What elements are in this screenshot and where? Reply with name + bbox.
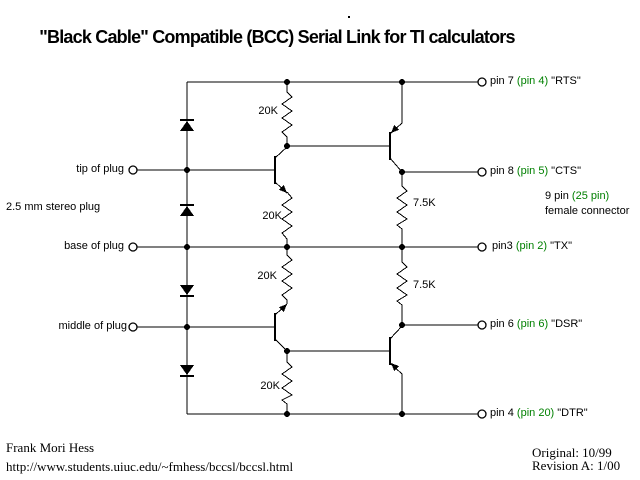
diode-3-down bbox=[180, 285, 194, 297]
pin-rts-db25: (pin 4) bbox=[516, 75, 549, 87]
label-plug-type: 2.5 mm stereo plug bbox=[6, 201, 101, 213]
connector-db9: 9 pin bbox=[545, 190, 572, 202]
label-resistor-20k-3: 20K bbox=[257, 270, 277, 282]
transistor-1-npn bbox=[274, 146, 288, 194]
resistor-20k-1 bbox=[281, 82, 293, 146]
terminal-base bbox=[128, 242, 138, 252]
resistor-20k-4 bbox=[281, 351, 293, 414]
terminal-middle bbox=[128, 322, 138, 332]
label-connector-note: 9 pin (25 pin) female connector bbox=[545, 189, 629, 219]
footer-original-date: Original: 10/99 bbox=[532, 445, 612, 460]
pin-dtr-signal: "DTR" bbox=[554, 407, 588, 419]
diode-2-up bbox=[180, 204, 194, 216]
junction-dots bbox=[184, 79, 405, 417]
pin-cts-db9: pin 8 bbox=[490, 165, 517, 177]
terminal-tip bbox=[128, 165, 138, 175]
label-pin-cts: pin 8 (pin 5) "CTS" bbox=[490, 165, 581, 178]
resistor-20k-2 bbox=[281, 191, 293, 247]
terminal-rts bbox=[477, 77, 487, 87]
label-tip-of-plug: tip of plug bbox=[76, 163, 124, 175]
label-middle-of-plug: middle of plug bbox=[58, 320, 128, 332]
terminal-tx bbox=[477, 242, 487, 252]
transistor-4-pnp bbox=[389, 325, 403, 414]
connector-db25: (25 pin) bbox=[571, 190, 610, 202]
label-resistor-20k-1: 20K bbox=[258, 105, 278, 117]
label-pin-rts: pin 7 (pin 4) "RTS" bbox=[490, 75, 581, 88]
label-pin-dsr: pin 6 (pin 6) "DSR" bbox=[490, 318, 582, 331]
diagram-title: "Black Cable" Compatible (BCC) Serial Li… bbox=[39, 27, 515, 47]
footer-revision-date: Revision A: 1/00 bbox=[532, 458, 621, 473]
connector-gender: female connector bbox=[545, 205, 630, 217]
pin-rts-db9: pin 7 bbox=[490, 75, 517, 87]
label-resistor-20k-2: 20K bbox=[262, 210, 282, 222]
label-base-of-plug: base of plug bbox=[64, 240, 124, 252]
terminal-cts bbox=[477, 167, 487, 177]
pin-dsr-signal: "DSR" bbox=[548, 318, 583, 330]
pin-cts-signal: "CTS" bbox=[548, 165, 581, 177]
pin-dtr-db25: (pin 20) bbox=[516, 407, 555, 419]
resistor-7k5-2 bbox=[396, 247, 408, 325]
label-pin-tx: pin3 (pin 2) "TX" bbox=[492, 240, 572, 253]
pin-tx-signal: "TX" bbox=[547, 240, 572, 252]
footer-author: Frank Mori Hess bbox=[6, 440, 95, 455]
pin-rts-signal: "RTS" bbox=[548, 75, 581, 87]
diode-1-up bbox=[180, 119, 194, 131]
resistor-20k-3 bbox=[281, 247, 293, 304]
terminal-circles bbox=[128, 77, 487, 419]
label-resistor-7k5-2: 7.5K bbox=[413, 279, 436, 291]
label-pin-dtr: pin 4 (pin 20) "DTR" bbox=[490, 407, 588, 420]
pin-dsr-db25: (pin 6) bbox=[516, 318, 549, 330]
label-resistor-7k5-1: 7.5K bbox=[413, 197, 436, 209]
transistor-2-pnp bbox=[389, 82, 403, 173]
transistor-3-npn bbox=[274, 303, 288, 352]
footer-url: http://www.students.uiuc.edu/~fmhess/bcc… bbox=[6, 459, 294, 474]
pin-tx-db9: pin3 bbox=[492, 240, 516, 252]
terminal-dsr bbox=[477, 320, 487, 330]
pin-dsr-db9: pin 6 bbox=[490, 318, 517, 330]
terminal-dtr bbox=[477, 409, 487, 419]
stray-pixel-artifact bbox=[348, 16, 350, 18]
diode-4-down bbox=[180, 365, 194, 377]
pin-tx-db25: (pin 2) bbox=[515, 240, 548, 252]
resistor-7k5-1 bbox=[396, 172, 408, 247]
pin-cts-db25: (pin 5) bbox=[516, 165, 549, 177]
label-resistor-20k-4: 20K bbox=[260, 380, 280, 392]
pin-dtr-db9: pin 4 bbox=[490, 407, 517, 419]
